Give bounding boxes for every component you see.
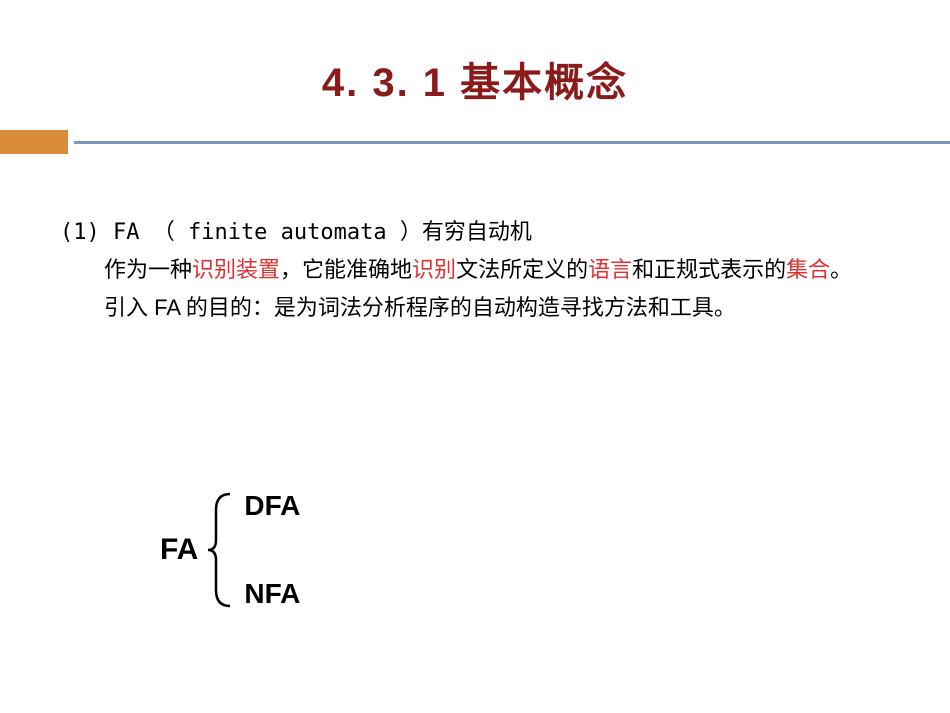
text: (1) FA （ finite automata ）有穷自动机: [60, 220, 532, 245]
diagram-branches: DFA NFA: [244, 490, 300, 610]
paragraph-1: (1) FA （ finite automata ）有穷自动机: [60, 214, 890, 251]
highlight-text: 识别装置: [192, 257, 280, 282]
diagram-root: FA: [160, 533, 198, 567]
brace-icon: [206, 490, 234, 610]
paragraph-2: 作为一种识别装置，它能准确地识别文法所定义的语言和正规式表示的集合。: [60, 251, 890, 288]
text: 文法所定义的: [456, 257, 588, 282]
divider: [0, 130, 950, 154]
text: 作为一种: [104, 257, 192, 282]
accent-block: [0, 130, 68, 154]
fa-diagram: FA DFA NFA: [160, 490, 300, 610]
text: 引入 FA 的目的：是为词法分析程序的自动构造寻找方法和工具。: [104, 295, 736, 320]
text: ，它能准确地: [280, 257, 412, 282]
slide-title: 4. 3. 1 基本概念: [0, 0, 950, 108]
text: 和正规式表示的: [632, 257, 786, 282]
diagram-branch-nfa: NFA: [244, 578, 300, 610]
content-area: (1) FA （ finite automata ）有穷自动机 作为一种识别装置…: [0, 154, 950, 326]
text: 。: [830, 257, 852, 282]
accent-line: [74, 141, 950, 144]
highlight-text: 集合: [786, 257, 830, 282]
diagram-branch-dfa: DFA: [244, 490, 300, 522]
highlight-text: 语言: [588, 257, 632, 282]
highlight-text: 识别: [412, 257, 456, 282]
paragraph-3: 引入 FA 的目的：是为词法分析程序的自动构造寻找方法和工具。: [60, 289, 890, 326]
